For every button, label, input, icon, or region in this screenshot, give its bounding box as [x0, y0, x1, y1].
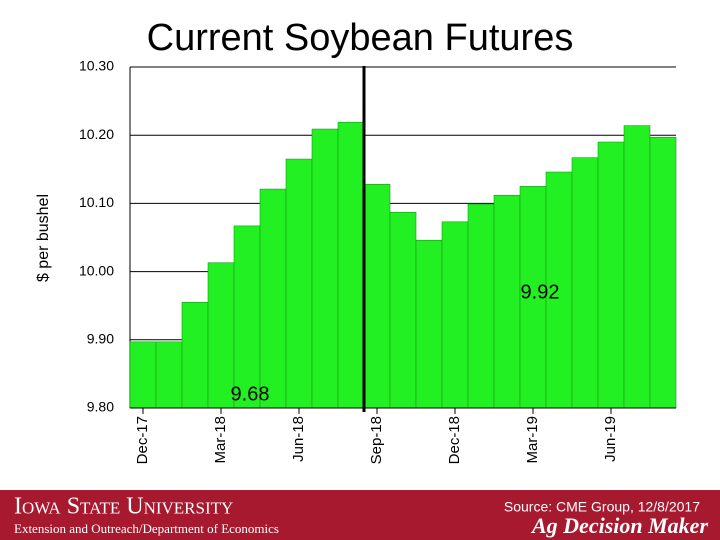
bar — [441, 221, 469, 409]
bar — [207, 262, 235, 409]
plot-area: 9.80 9.90 10.00 10.10 10.20 10.30 Dec-17 Mar-18… — [79, 58, 677, 464]
bar — [363, 184, 391, 409]
footer-university: Iowa State University — [14, 494, 233, 520]
bar — [311, 128, 339, 409]
bar — [545, 171, 573, 409]
bar — [389, 211, 417, 409]
bar — [233, 225, 261, 409]
bar — [415, 239, 443, 409]
y-tick-label: 9.80 — [87, 399, 114, 415]
y-tick-label: 10.30 — [79, 58, 114, 74]
y-tick-label: 10.00 — [79, 262, 114, 278]
bar — [285, 158, 313, 409]
y-tick-label: 10.20 — [79, 126, 114, 142]
bar — [181, 301, 209, 409]
bar — [155, 341, 183, 409]
footer-source: Source: CME Group, 12/8/2017 — [504, 499, 700, 515]
x-tick-label: Sep-18 — [368, 416, 385, 464]
y-axis-label: $ per bushel — [35, 194, 52, 282]
annotation: 9.68 — [231, 383, 270, 405]
bar — [649, 136, 677, 409]
y-tick-label: 9.90 — [87, 331, 114, 347]
bar — [129, 341, 157, 409]
x-tick-label: Mar-19 — [524, 416, 541, 464]
annotation: 9.92 — [521, 281, 560, 303]
x-tick-label: Mar-18 — [212, 416, 229, 464]
bar — [623, 125, 651, 409]
bar — [493, 194, 521, 409]
x-tick-label: Jun-18 — [290, 416, 307, 462]
bar — [337, 121, 365, 409]
footer-department: Extension and Outreach/Department of Eco… — [14, 521, 279, 536]
bar — [467, 203, 495, 409]
x-tick-label: Jun-19 — [602, 416, 619, 462]
x-tick-label: Dec-18 — [446, 416, 463, 464]
x-tick-label: Dec-17 — [134, 416, 151, 464]
footer-brand: Ag Decision Maker — [530, 513, 708, 538]
bar — [597, 141, 625, 409]
chart-title: Current Soybean Futures — [147, 17, 574, 59]
bar — [519, 186, 547, 409]
bar — [259, 188, 287, 409]
bar — [571, 157, 599, 409]
y-tick-label: 10.10 — [79, 194, 114, 210]
footer-band — [0, 490, 720, 540]
